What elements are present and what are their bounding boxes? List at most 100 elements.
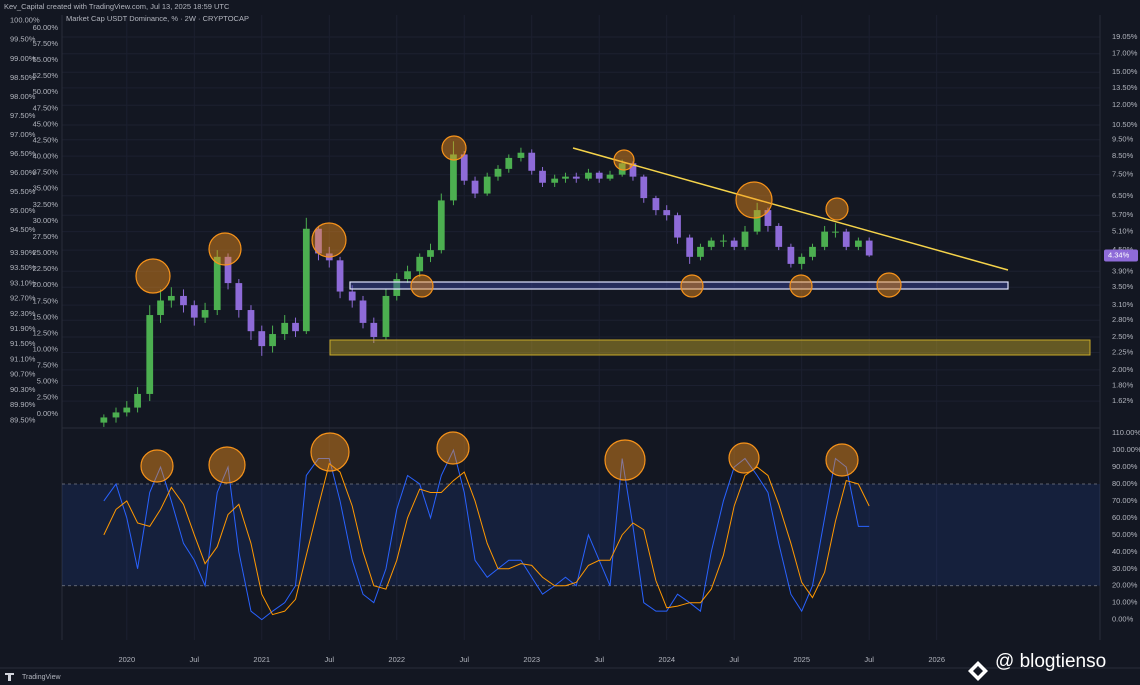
left-axis-label: 55.00%	[33, 55, 59, 64]
y-tick-label: 2.25%	[1112, 348, 1134, 357]
candle-body	[697, 246, 704, 257]
candle-body	[123, 407, 131, 413]
support-zone	[329, 339, 1091, 356]
y-tick-label: 70.00%	[1112, 496, 1138, 505]
left-axis-label: 93.10%	[10, 278, 36, 287]
candle-body	[100, 417, 108, 423]
left-axis-label: 5.00%	[37, 377, 59, 386]
left-axis-label: 93.50%	[10, 263, 36, 272]
x-tick-label: Jul	[729, 655, 739, 664]
oscillator-line	[103, 462, 870, 616]
left-axis-label: 95.50%	[10, 187, 36, 196]
left-axis-label: 91.90%	[10, 324, 36, 333]
candle-body	[416, 256, 424, 272]
left-axis-label: 95.00%	[10, 206, 36, 215]
candle-body	[663, 210, 671, 216]
x-tick-label: 2024	[658, 655, 675, 664]
y-tick-label: 12.00%	[1112, 100, 1138, 109]
left-axis-label: 94.50%	[10, 225, 36, 234]
highlight-circle	[604, 439, 646, 481]
candle-body	[336, 260, 344, 292]
y-tick-label: 80.00%	[1112, 479, 1138, 488]
left-axis-label: 57.50%	[33, 39, 59, 48]
highlight-circle	[140, 449, 174, 483]
y-tick-label: 30.00%	[1112, 564, 1138, 573]
candle-body	[551, 178, 559, 183]
band	[62, 483, 1100, 586]
y-tick-label: 17.00%	[1112, 49, 1138, 58]
grid	[62, 15, 1100, 640]
oscillator-line	[103, 448, 870, 621]
candle-body	[595, 172, 603, 179]
candle-body	[517, 152, 525, 158]
left-axis-label: 50.00%	[33, 87, 59, 96]
x-tick-label: 2025	[793, 655, 810, 664]
left-axis-label: 60.00%	[33, 23, 59, 32]
logo-icon	[5, 673, 14, 681]
marks	[62, 141, 1100, 621]
trend-line	[572, 147, 1009, 271]
y-tick-label: 110.00%	[1112, 428, 1140, 437]
candle-body	[528, 152, 536, 171]
candle-body	[281, 322, 289, 335]
candle-body	[562, 176, 569, 179]
candle-body	[258, 331, 266, 347]
last-price-tag	[1104, 249, 1138, 262]
left-axis-label: 89.90%	[10, 400, 36, 409]
highlight-circle	[208, 446, 246, 484]
candle-body	[618, 163, 626, 175]
highlight-circle	[436, 431, 470, 465]
candle-body	[157, 300, 164, 316]
candle-body	[764, 210, 772, 226]
candle-body	[247, 310, 255, 332]
candle-body	[112, 412, 120, 418]
highlight-circle	[613, 149, 635, 171]
candle-body	[775, 225, 783, 247]
legend-title: Market Cap USDT Dominance, % · 2W · CRYP…	[66, 14, 249, 23]
y-tick-label: 2.50%	[1112, 332, 1134, 341]
highlight-circle	[825, 443, 859, 477]
x-tick-label: Jul	[864, 655, 874, 664]
candle-body	[404, 271, 411, 280]
y-tick-label: 90.00%	[1112, 462, 1138, 471]
candle-body	[167, 295, 175, 301]
left-axis-label: 99.50%	[10, 35, 36, 44]
candle-body	[798, 256, 806, 264]
left-axis-label: 20.00%	[33, 280, 59, 289]
left-axis-label: 52.50%	[33, 71, 59, 80]
highlight-circle	[441, 135, 467, 161]
left-axis-label: 90.70%	[10, 370, 36, 379]
candle-body	[720, 240, 727, 242]
left-axis-label: 91.50%	[10, 339, 36, 348]
y-tick-label: 10.50%	[1112, 120, 1138, 129]
candle-body	[359, 300, 367, 323]
candle-body	[213, 256, 221, 311]
candle-body	[629, 163, 637, 177]
left-axis-label: 47.50%	[33, 103, 59, 112]
y-tick-label: 5.10%	[1112, 227, 1134, 236]
y-tick-label: 50.00%	[1112, 530, 1138, 539]
left-axis-label: 89.50%	[10, 415, 36, 424]
y-tick-label: 2.80%	[1112, 315, 1134, 324]
candle-body	[652, 198, 660, 211]
y-tick-label: 8.50%	[1112, 151, 1134, 160]
candle-body	[606, 174, 614, 179]
candle-body	[753, 210, 761, 232]
candle-body	[190, 305, 198, 318]
y-tick-label: 1.80%	[1112, 380, 1134, 389]
highlight-circle	[311, 222, 347, 258]
left-axis-label: 30.00%	[33, 216, 59, 225]
left-axis-label: 2.50%	[37, 393, 59, 402]
last-price-label: 4.34%	[1108, 250, 1130, 259]
candle-body	[134, 393, 141, 408]
candle-body	[437, 200, 445, 251]
y-tick-label: 15.00%	[1112, 67, 1138, 76]
x-tick-label: 2022	[388, 655, 405, 664]
candle-body	[382, 295, 390, 337]
candle-body	[146, 315, 154, 394]
candle-body	[686, 237, 694, 257]
candle-body	[235, 283, 243, 311]
